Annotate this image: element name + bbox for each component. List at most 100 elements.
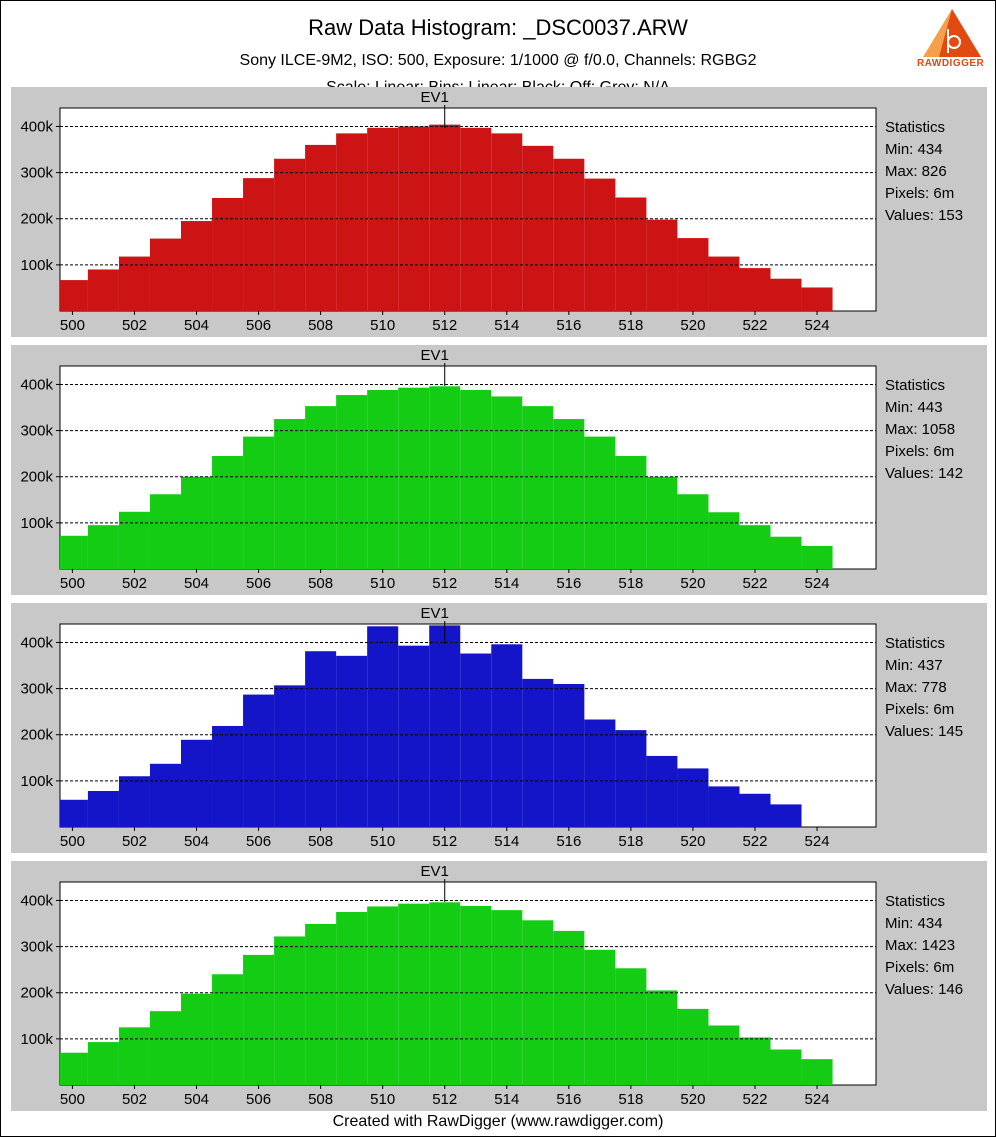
histogram-bar xyxy=(429,124,461,311)
x-tick-label: 510 xyxy=(370,575,395,592)
histogram-bar xyxy=(522,920,554,1085)
histogram-bar xyxy=(460,389,492,569)
histogram-bar xyxy=(305,144,337,311)
x-tick-label: 508 xyxy=(308,1091,333,1108)
y-tick-label: 300k xyxy=(20,681,53,698)
histogram-bar xyxy=(429,386,461,569)
x-tick-label: 516 xyxy=(556,1091,581,1108)
histogram-bar xyxy=(584,949,616,1085)
stats-heading: Statistics xyxy=(885,635,945,652)
histogram-bar xyxy=(584,178,616,311)
histogram-bar xyxy=(87,525,119,569)
stats-heading: Statistics xyxy=(885,893,945,910)
x-tick-label: 504 xyxy=(184,317,209,334)
histogram-bar xyxy=(87,791,119,827)
histogram-bar xyxy=(212,197,244,311)
stats-line: Min: 434 xyxy=(885,915,943,932)
stats-line: Values: 145 xyxy=(885,723,963,740)
histogram-bar xyxy=(336,395,368,569)
histogram-bar xyxy=(646,990,678,1085)
histogram-bar xyxy=(367,626,399,827)
stats-line: Pixels: 6m xyxy=(885,959,954,976)
stats-line: Min: 437 xyxy=(885,657,943,674)
x-tick-label: 514 xyxy=(494,317,519,334)
x-tick-label: 516 xyxy=(556,833,581,850)
x-tick-label: 506 xyxy=(246,317,271,334)
x-tick-label: 508 xyxy=(308,833,333,850)
histogram-bar xyxy=(708,512,740,569)
y-tick-label: 400k xyxy=(20,634,53,651)
ev-marker-label: EV1 xyxy=(421,605,449,622)
histogram-bar xyxy=(60,535,88,569)
logo-wordmark: RAWDIGGER xyxy=(917,58,985,69)
x-tick-label: 512 xyxy=(432,317,457,334)
x-tick-label: 516 xyxy=(556,317,581,334)
histogram-bar xyxy=(460,127,492,311)
y-tick-label: 300k xyxy=(20,939,53,956)
y-tick-label: 300k xyxy=(20,423,53,440)
x-tick-label: 520 xyxy=(680,575,705,592)
histogram-bar xyxy=(60,1052,88,1085)
histogram-bar xyxy=(305,651,337,827)
histogram-bar xyxy=(367,127,399,311)
x-tick-label: 516 xyxy=(556,575,581,592)
histogram-bar xyxy=(739,525,771,569)
x-tick-label: 512 xyxy=(432,575,457,592)
chart-settings-line: Scale: Linear; Bins: Linear; Black: Off;… xyxy=(1,78,995,87)
histogram-bar xyxy=(553,683,585,827)
y-tick-label: 100k xyxy=(20,257,53,274)
x-tick-label: 504 xyxy=(184,1091,209,1108)
stats-heading: Statistics xyxy=(885,377,945,394)
histogram-bar xyxy=(460,653,492,827)
stats-line: Pixels: 6m xyxy=(885,701,954,718)
rawdigger-logo-icon xyxy=(923,9,981,57)
histogram-bar xyxy=(305,406,337,569)
histogram-bar xyxy=(553,930,585,1085)
x-tick-label: 522 xyxy=(742,833,767,850)
histogram-bar xyxy=(149,238,182,311)
stats-line: Max: 1423 xyxy=(885,937,955,954)
x-tick-label: 510 xyxy=(370,1091,395,1108)
histogram-bar xyxy=(243,436,275,569)
histogram-bar xyxy=(149,1011,182,1085)
histogram-bar xyxy=(398,387,430,569)
ev-marker-label: EV1 xyxy=(421,347,449,364)
histogram-bar xyxy=(677,768,709,827)
histogram-bar xyxy=(149,494,182,569)
histogram-bar xyxy=(336,133,368,311)
histogram-panel-r: 100k 200k 300k 400k 500 502 504 506 508 510 512 514… xyxy=(11,87,987,337)
histogram-bar xyxy=(118,776,150,827)
x-tick-label: 502 xyxy=(122,833,147,850)
x-tick-label: 508 xyxy=(308,575,333,592)
histogram-panel-b: 100k 200k 300k 400k 500 502 504 506 508 510 512 514… xyxy=(11,603,987,853)
y-tick-label: 400k xyxy=(20,892,53,909)
histogram-bar xyxy=(274,936,306,1085)
histogram-bar xyxy=(212,455,244,569)
histogram-bar xyxy=(677,494,709,569)
x-tick-label: 508 xyxy=(308,317,333,334)
histogram-bar xyxy=(429,902,461,1085)
histogram-bar xyxy=(615,455,647,569)
histogram-bar xyxy=(367,389,399,569)
histogram-bar xyxy=(615,197,647,311)
y-tick-label: 100k xyxy=(20,1031,53,1048)
x-tick-label: 506 xyxy=(246,833,271,850)
histogram-bar xyxy=(801,1059,833,1085)
histogram-bar xyxy=(491,644,523,827)
histogram-bar xyxy=(212,725,244,827)
histogram-bar xyxy=(118,511,150,569)
histogram-bar xyxy=(274,685,306,827)
x-tick-label: 524 xyxy=(805,575,830,592)
histogram-bar xyxy=(491,133,523,311)
stats-line: Max: 826 xyxy=(885,163,947,180)
x-tick-label: 524 xyxy=(805,317,830,334)
y-tick-label: 100k xyxy=(20,515,53,532)
x-tick-label: 520 xyxy=(680,833,705,850)
x-tick-label: 514 xyxy=(494,575,519,592)
histogram-bar xyxy=(739,793,771,827)
histogram-bar xyxy=(243,178,275,311)
histogram-bar xyxy=(212,974,244,1085)
histogram-bar xyxy=(336,655,368,827)
histogram-bar xyxy=(708,786,740,827)
